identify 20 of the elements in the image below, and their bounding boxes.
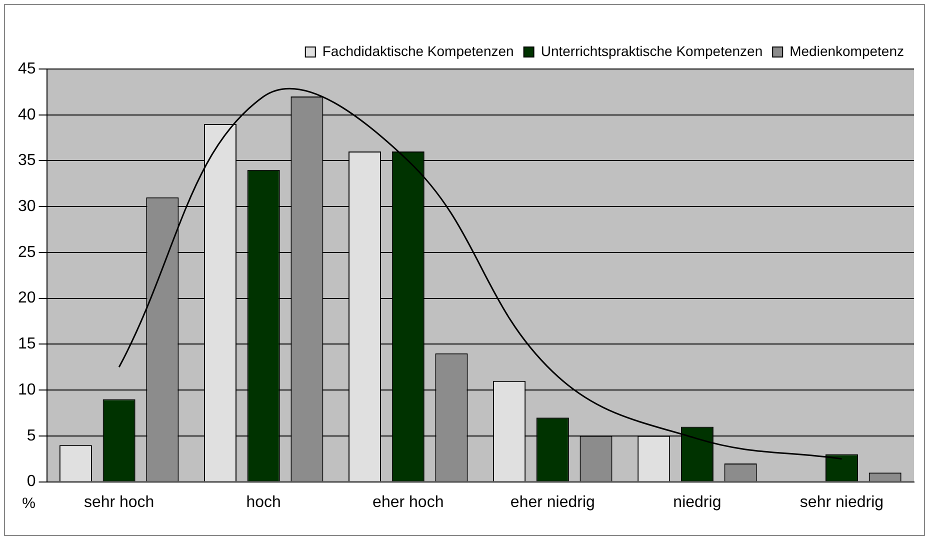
y-tick-label: 35 <box>18 152 36 170</box>
x-tick-label: hoch <box>246 494 281 511</box>
y-tick-label: 20 <box>18 290 36 307</box>
y-tick-label: 5 <box>26 427 36 444</box>
y-tick-label: 30 <box>18 198 36 216</box>
y-tick-label: 25 <box>18 244 36 261</box>
x-tick-label: sehr hoch <box>84 494 154 511</box>
legend-label: Medienkompetenz <box>790 42 904 59</box>
y-tick-label: 10 <box>18 381 36 398</box>
legend-label: Fachdidaktische Kompetenzen <box>322 42 514 59</box>
y-tick-label: 40 <box>18 106 36 124</box>
y-tick-label: 45 <box>18 60 36 78</box>
x-tick-label: sehr niedrig <box>800 494 884 511</box>
x-tick-label: niedrig <box>673 494 722 511</box>
y-axis-title: % <box>22 494 36 512</box>
y-tick-label: 15 <box>18 336 36 353</box>
legend-label: Unterrichtspraktische Kompetenzen <box>540 42 763 59</box>
y-tick-label: 0 <box>26 473 36 490</box>
x-tick-label: eher niedrig <box>510 494 595 511</box>
x-tick-label: eher hoch <box>372 494 444 511</box>
